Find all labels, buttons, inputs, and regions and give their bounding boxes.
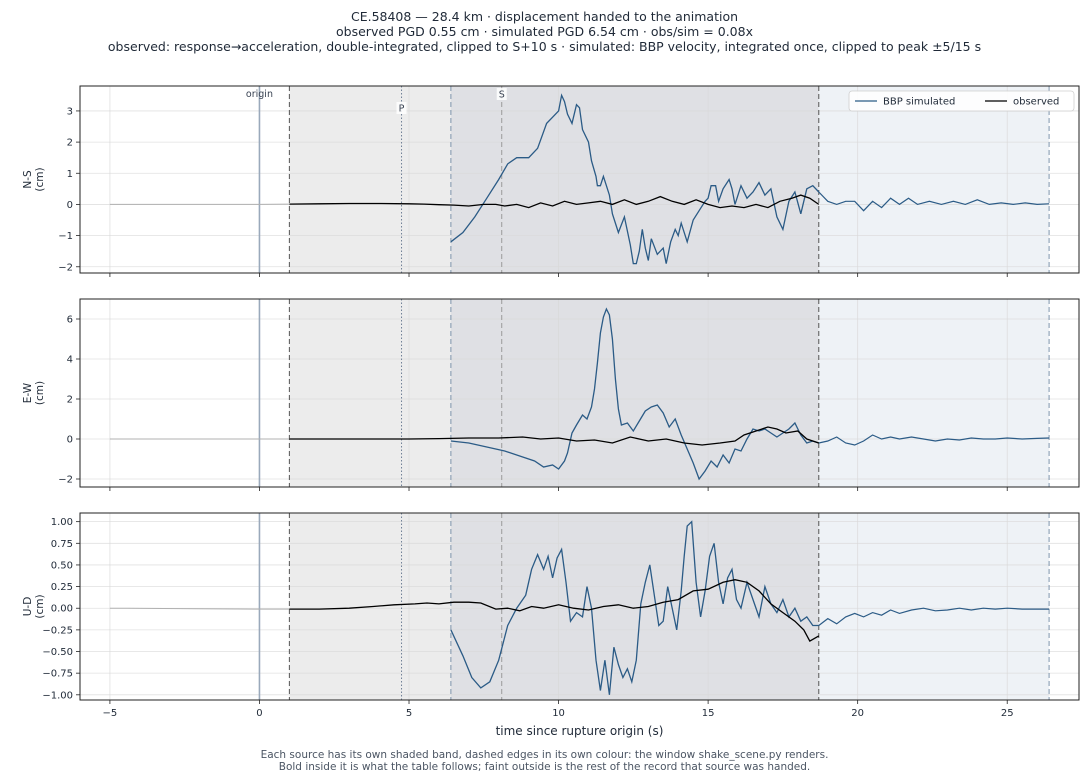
- y-tick-label: 1.00: [51, 517, 73, 528]
- x-tick-label: 0: [256, 708, 262, 719]
- x-tick-label: −5: [103, 708, 118, 719]
- p-label-bg: [396, 102, 407, 114]
- legend-label-observed: observed: [1013, 97, 1059, 108]
- y-tick-label: 6: [67, 315, 73, 326]
- y-tick-label: 0.25: [51, 582, 73, 593]
- y-tick-label: 3: [67, 106, 73, 117]
- chart-title-line-3: observed: response→acceleration, double-…: [107, 39, 982, 54]
- panel-u-d: −1.00 −0.75 −0.50 −0.25 0.00 0.25 0.50 0.75 1.00…: [22, 512, 1080, 738]
- x-tick-label: 20: [851, 708, 864, 719]
- y-axis-label-unit: (cm): [34, 167, 46, 191]
- simulated-line: [450, 520, 819, 695]
- simulated-window-band: [818, 513, 1050, 700]
- y-tick-label: 0.50: [51, 560, 73, 571]
- y-tick-label: −2: [58, 262, 73, 273]
- y-axis-label-name: N-S: [22, 170, 34, 189]
- panel-e-w: −2 0 2 4 6 E-W(cm): [22, 298, 1080, 491]
- simulated-faint-line: [818, 607, 1050, 626]
- footer-note-line-2: Bold inside it is what the table follows…: [278, 761, 811, 773]
- x-tick-label: 15: [702, 708, 715, 719]
- overlap-window-band: [450, 513, 819, 700]
- y-axis-label-unit: (cm): [34, 594, 46, 618]
- simulated-line: [450, 93, 820, 265]
- simulated-window-band: [818, 86, 1050, 273]
- y-tick-label: −2: [58, 475, 73, 486]
- chart-title-line-1: CE.58408 — 28.4 km · displacement handed…: [350, 9, 739, 24]
- simulated-faint-line: [818, 191, 1050, 212]
- origin-marker-label: origin: [246, 89, 273, 100]
- overlap-window-band: [450, 299, 819, 487]
- observed-window-band: [289, 299, 451, 487]
- observed-line: [289, 426, 820, 446]
- chart-title-line-2: observed PGD 0.55 cm · simulated PGD 6.5…: [336, 24, 753, 39]
- y-tick-label: −0.75: [42, 669, 73, 680]
- legend-label-simulated: BBP simulated: [883, 97, 955, 108]
- y-axis-label: N-S(cm): [22, 167, 46, 191]
- y-tick-label: −0.50: [42, 647, 73, 658]
- panel-frame: [79, 512, 1080, 701]
- panel-frame: [79, 85, 1080, 274]
- x-tick-label: 10: [552, 708, 565, 719]
- y-tick-label: 0: [67, 435, 73, 446]
- y-tick-label: −1: [58, 231, 73, 242]
- y-axis-label-name: U-D: [22, 597, 34, 617]
- y-axis-label: E-W(cm): [22, 381, 46, 405]
- x-tick-label: 5: [406, 708, 412, 719]
- simulated-window-band: [818, 299, 1050, 487]
- panel-n-s: −2 −1 0 1 2 3 N-S(cm) origin P S BBP simulated obse…: [22, 85, 1080, 277]
- overlap-window-band: [450, 86, 819, 273]
- legend-box: [848, 90, 1075, 112]
- y-tick-label: 0: [67, 200, 73, 211]
- observed-line: [289, 579, 820, 642]
- observed-line: [289, 194, 820, 209]
- footer-note-line-1: Each source has its own shaded band, das…: [260, 749, 829, 761]
- y-tick-label: −1.00: [42, 690, 73, 701]
- p-arrival-label: P: [399, 104, 405, 115]
- x-axis-label: time since rupture origin (s): [496, 724, 664, 738]
- y-tick-label: 0.00: [51, 604, 73, 615]
- simulated-line: [450, 307, 820, 481]
- panel-frame: [79, 298, 1080, 488]
- s-arrival-label: S: [499, 90, 505, 101]
- y-tick-label: −0.25: [42, 625, 73, 636]
- y-tick-label: 4: [67, 355, 73, 366]
- y-tick-label: 2: [67, 395, 73, 406]
- y-axis-label: U-D(cm): [22, 594, 46, 618]
- observed-faint-line: [109, 607, 290, 610]
- x-tick-label: 25: [1001, 708, 1014, 719]
- observed-window-band: [289, 86, 451, 273]
- y-tick-label: 1: [67, 169, 73, 180]
- s-label-bg: [496, 88, 507, 100]
- y-axis-label-name: E-W: [22, 382, 34, 403]
- y-tick-label: 0.75: [51, 539, 73, 550]
- simulated-faint-line: [818, 434, 1050, 446]
- y-tick-label: 2: [67, 138, 73, 149]
- y-axis-label-unit: (cm): [34, 381, 46, 405]
